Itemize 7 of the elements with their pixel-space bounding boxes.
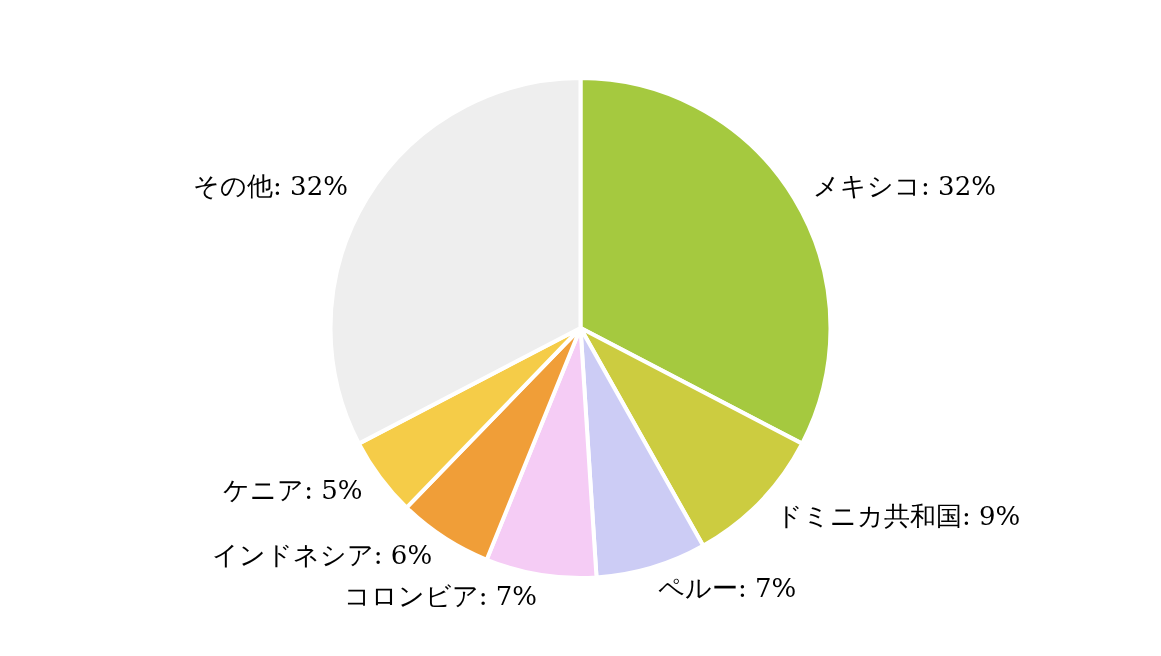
slice-label: インドネシア: 6%	[211, 539, 433, 570]
slice-label: ケニア: 5%	[223, 474, 363, 505]
slice-label: メキシコ: 32%	[813, 171, 996, 201]
slice-label: ペルー: 7%	[657, 572, 797, 603]
slice-label: その他: 32%	[193, 171, 348, 201]
slice-label: コロンビア: 7%	[343, 580, 538, 611]
slice-label: ドミニカ共和国: 9%	[775, 501, 1021, 532]
